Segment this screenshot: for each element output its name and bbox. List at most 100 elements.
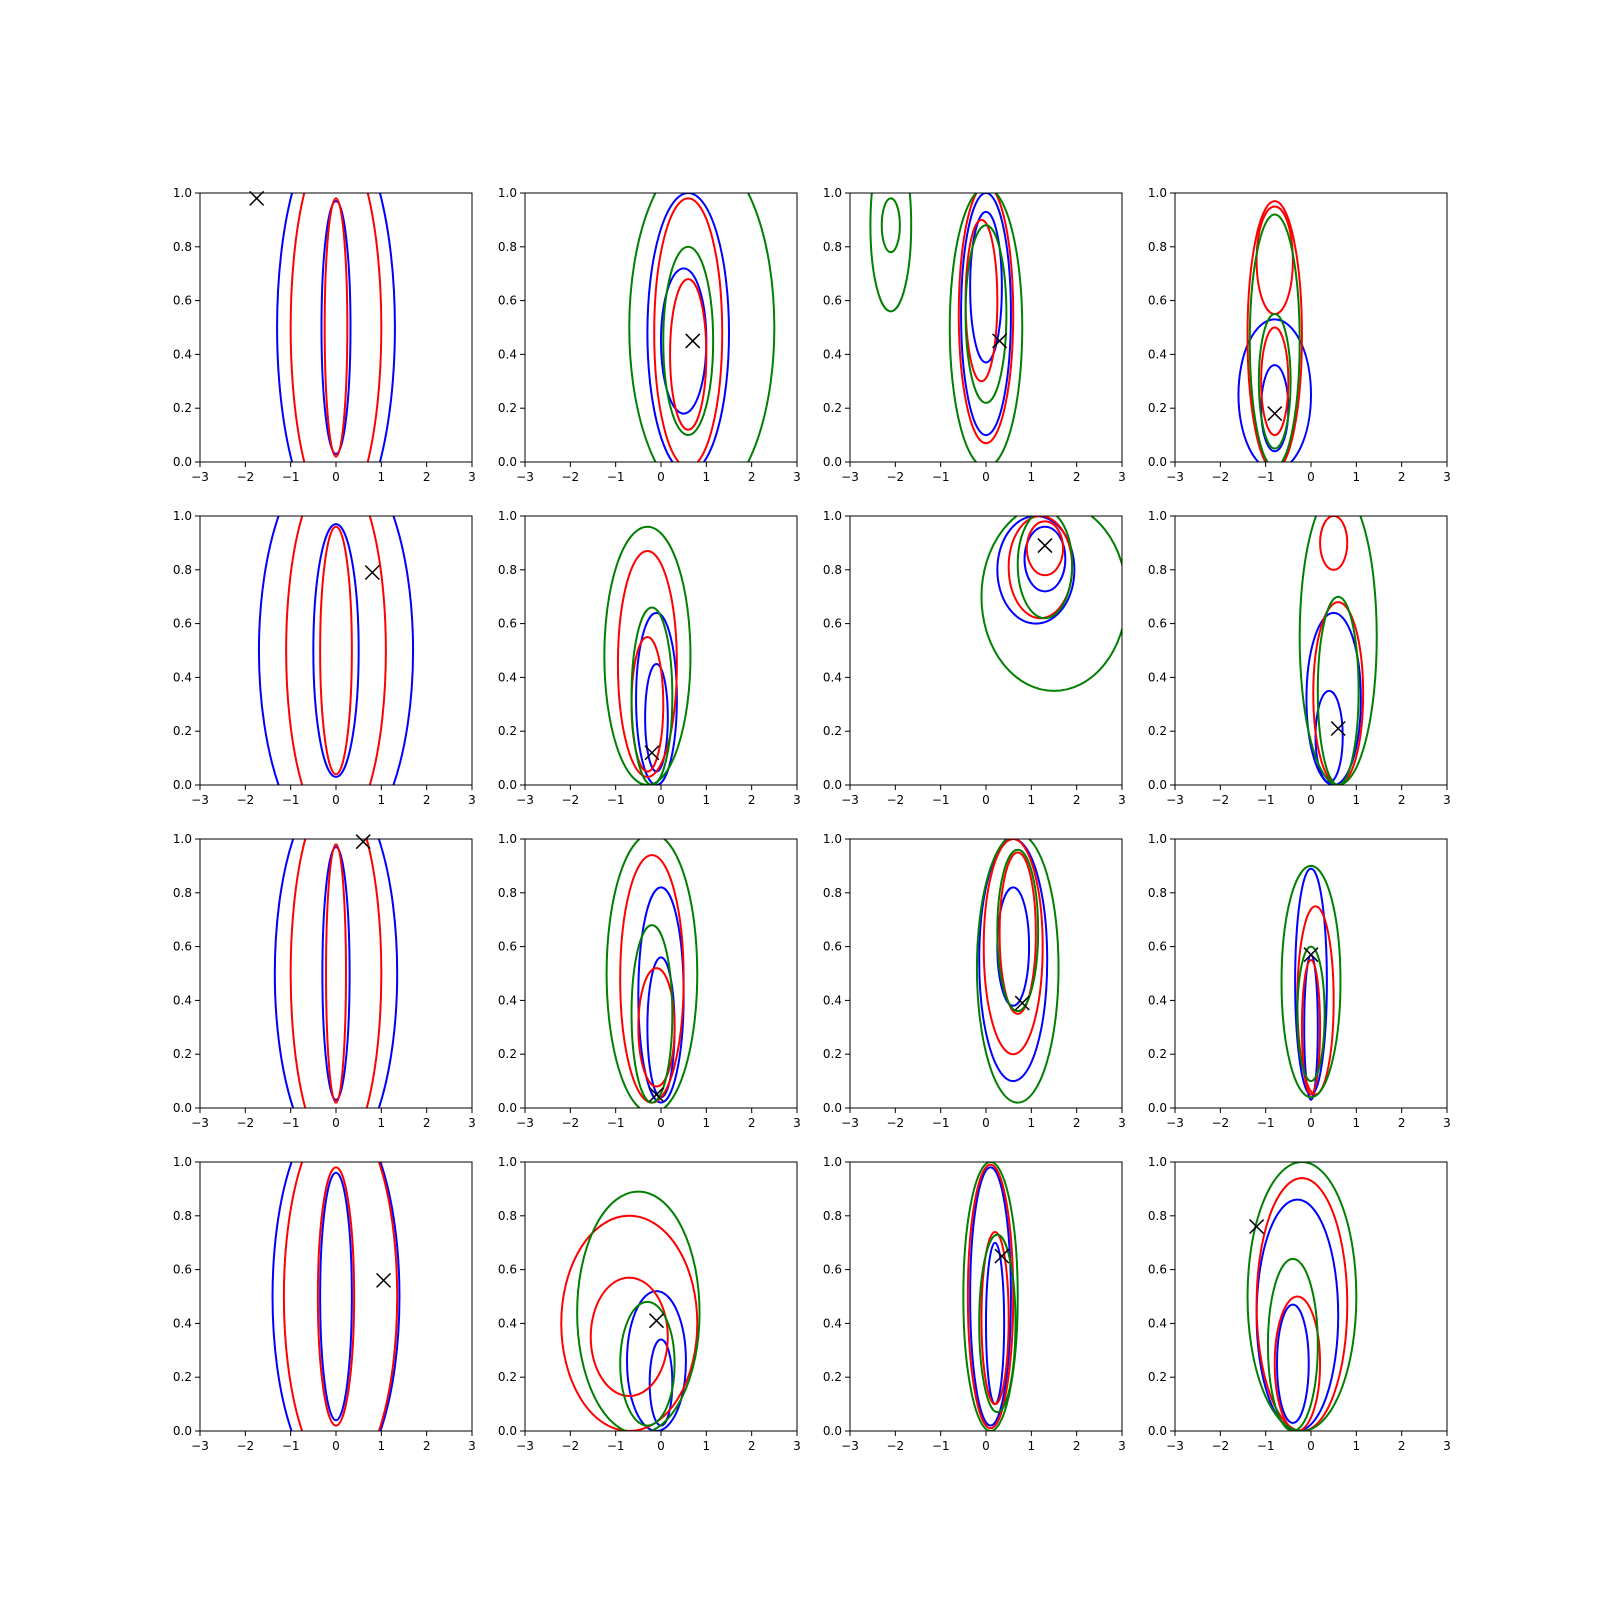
x-tick-label: 3	[1118, 1439, 1126, 1453]
blue-contour-1	[978, 839, 1049, 1083]
x-tick-label: −2	[561, 470, 579, 484]
y-tick-label: 0.4	[173, 670, 192, 684]
y-tick-label: 0.0	[498, 1101, 517, 1115]
x-tick-label: 3	[1118, 793, 1126, 807]
y-tick-label: 0.6	[823, 294, 842, 308]
x-tick-label: 2	[1073, 793, 1081, 807]
x-tick-label: −1	[932, 470, 950, 484]
x-tick-label: 1	[1028, 793, 1036, 807]
x-tick-label: −2	[561, 1116, 579, 1130]
axes-frame	[199, 515, 473, 786]
green-contour-2	[996, 848, 1040, 1013]
x-tick-label: −2	[886, 470, 904, 484]
red-contour-2	[316, 1166, 356, 1427]
blue-contour-2	[312, 523, 360, 778]
red-contour-1	[289, 193, 383, 462]
y-tick-label: 0.4	[498, 993, 517, 1007]
x-tick-label: −3	[191, 470, 209, 484]
y-tick-label: 0.4	[1148, 993, 1167, 1007]
blue-contour-1	[637, 886, 685, 1104]
red-contour-1	[560, 1214, 699, 1431]
x-marker	[685, 333, 701, 349]
red-contour-2	[980, 1230, 1010, 1406]
x-tick-label: −3	[1166, 1116, 1184, 1130]
axes-frame	[1174, 838, 1448, 1109]
x-tick-label: −2	[1211, 1439, 1229, 1453]
contours	[1237, 200, 1312, 462]
blue-contour-1	[969, 1166, 1012, 1427]
green-contour-2	[978, 1233, 1017, 1414]
x-tick-label: 1	[1353, 1439, 1361, 1453]
y-tick-label: 0.0	[173, 1424, 192, 1438]
y-tick-label: 0.2	[1148, 1047, 1167, 1061]
panel-4-4: −3 −2 −1 0 1 2 3 0.0 0.2 0.4 0.6 0.8 1.0	[1148, 1155, 1451, 1453]
x-tick-label: −3	[191, 1439, 209, 1453]
y-tick-label: 0.0	[498, 1424, 517, 1438]
x-tick-label: 3	[1118, 1116, 1126, 1130]
x-marker	[1267, 406, 1283, 422]
axes-frame	[849, 838, 1123, 1109]
blue-contour-2	[320, 200, 352, 455]
y-tick-label: 1.0	[1148, 832, 1167, 846]
y-tick-label: 0.4	[173, 347, 192, 361]
x-tick-label: 3	[468, 793, 476, 807]
x-tick-label: −1	[607, 793, 625, 807]
y-tick-label: 0.2	[498, 401, 517, 415]
x-tick-label: 0	[332, 1439, 340, 1453]
red-contour-2	[1300, 959, 1322, 1096]
axes-frame	[524, 838, 798, 1109]
blue-contour-1	[996, 516, 1076, 625]
green-contour-1	[605, 839, 699, 1108]
y-tick-label: 0.8	[173, 886, 192, 900]
blue-contour-2	[1023, 525, 1067, 593]
y-tick-label: 0.8	[1148, 886, 1167, 900]
red-contour-2	[319, 525, 353, 776]
y-tick-label: 0.4	[498, 1316, 517, 1330]
axes-frame	[849, 515, 1123, 786]
x-tick-label: −3	[841, 1116, 859, 1130]
x-tick-label: −1	[932, 1116, 950, 1130]
green-contour-1	[1298, 516, 1378, 785]
blue-contour-2	[985, 1241, 1006, 1406]
x-tick-label: 0	[1307, 793, 1315, 807]
y-tick-label: 0.0	[823, 1424, 842, 1438]
y-tick-label: 0.4	[823, 993, 842, 1007]
x-tick-label: 3	[1443, 470, 1451, 484]
y-tick-label: 0.4	[1148, 347, 1167, 361]
y-tick-label: 0.6	[173, 617, 192, 631]
x-marker	[376, 1272, 392, 1288]
x-tick-label: 2	[1398, 470, 1406, 484]
x-tick-label: 3	[1443, 793, 1451, 807]
axes-frame	[199, 192, 473, 463]
x-tick-label: −3	[1166, 470, 1184, 484]
green-contour-1	[962, 1162, 1019, 1431]
x-tick-label: 0	[657, 793, 665, 807]
x-tick-label: 0	[982, 1439, 990, 1453]
y-tick-label: 0.4	[1148, 1316, 1167, 1330]
contours	[1246, 1162, 1358, 1431]
x-tick-label: −1	[1257, 1116, 1275, 1130]
x-marker	[992, 333, 1008, 349]
x-tick-label: 2	[423, 793, 431, 807]
x-tick-label: 2	[1073, 1116, 1081, 1130]
y-tick-label: 0.4	[1148, 670, 1167, 684]
y-tick-label: 0.2	[823, 1047, 842, 1061]
y-tick-label: 1.0	[498, 832, 517, 846]
red-contour-1	[616, 549, 678, 778]
contours	[605, 839, 699, 1108]
y-tick-label: 0.4	[823, 347, 842, 361]
y-tick-label: 1.0	[823, 186, 842, 200]
y-tick-label: 1.0	[823, 1155, 842, 1169]
contours	[869, 193, 1024, 462]
contours	[980, 516, 1122, 692]
x-tick-label: −1	[1257, 470, 1275, 484]
y-tick-label: 0.2	[173, 724, 192, 738]
contours	[271, 1162, 401, 1431]
y-tick-label: 0.2	[173, 1370, 192, 1384]
red-contour-1	[957, 193, 1015, 445]
y-tick-label: 0.8	[173, 1209, 192, 1223]
y-tick-label: 0.2	[1148, 724, 1167, 738]
panel-3-4: −3 −2 −1 0 1 2 3 0.0 0.2 0.4 0.6 0.8 1.0	[1148, 832, 1451, 1130]
x-tick-label: −3	[516, 1439, 534, 1453]
x-tick-label: −2	[561, 1439, 579, 1453]
